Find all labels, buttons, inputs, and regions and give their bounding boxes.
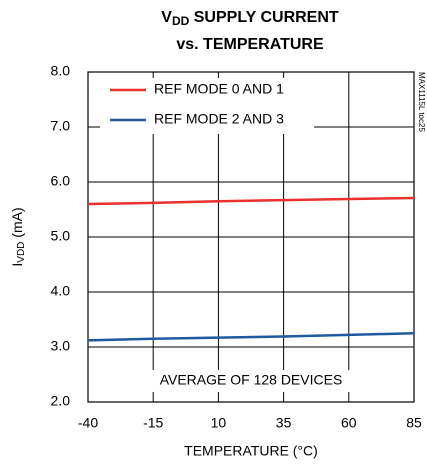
chart-title-line2: vs. TEMPERATURE [176, 36, 324, 53]
y-tick-label: 5.0 [51, 228, 71, 244]
legend-label: REF MODE 2 AND 3 [154, 111, 284, 127]
y-tick-label: 3.0 [51, 338, 71, 354]
x-axis-label: TEMPERATURE (°C) [184, 443, 318, 459]
y-tick-label: 6.0 [51, 173, 71, 189]
annotation-bg [146, 370, 356, 392]
x-tick-label: 85 [406, 415, 422, 431]
annotation: AVERAGE OF 128 DEVICES [160, 372, 343, 388]
legend-bg [100, 78, 314, 134]
x-tick-label: 35 [276, 415, 292, 431]
data-line [87, 196, 415, 206]
y-tick-label: 2.0 [51, 393, 71, 409]
x-tick-label: -15 [143, 415, 163, 431]
data-line [87, 332, 415, 342]
plot-frame [87, 71, 415, 403]
chart-title: VDD SUPPLY CURRENT [161, 9, 339, 28]
y-tick-label: 8.0 [51, 63, 71, 79]
y-tick-label: 4.0 [51, 283, 71, 299]
legend-label: REF MODE 0 AND 1 [154, 81, 284, 97]
x-tick-label: 10 [211, 415, 227, 431]
y-tick-label: 7.0 [51, 118, 71, 134]
x-tick-label: -40 [78, 415, 98, 431]
figure-code: MAX1115L toc25 [417, 72, 426, 132]
y-axis-label: IVDD (mA) [9, 207, 27, 266]
x-tick-label: 60 [341, 415, 357, 431]
